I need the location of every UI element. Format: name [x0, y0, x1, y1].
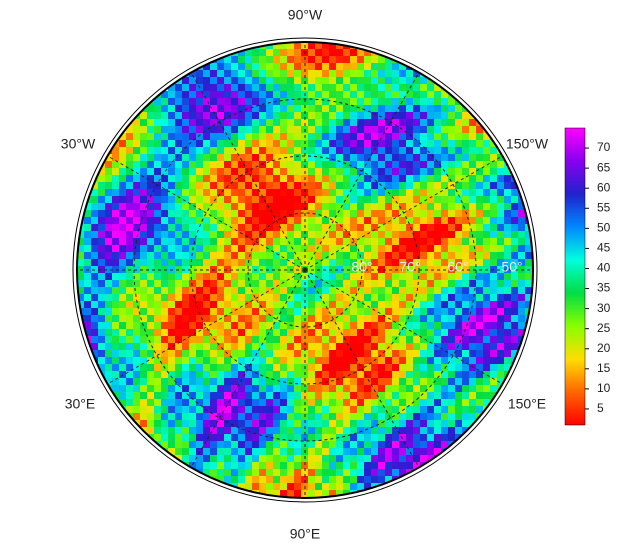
- map-border-outer: [72, 37, 538, 503]
- latitude-label: 70°: [399, 259, 420, 275]
- longitude-label: 30°E: [65, 396, 96, 412]
- meridian: [304, 269, 420, 468]
- colorbar-tick-label: 50: [597, 221, 611, 235]
- colorbar-tick-label: 35: [597, 281, 611, 295]
- longitude-label: 90°E: [290, 526, 321, 542]
- meridian: [304, 72, 420, 271]
- colorbar-tick-label: 45: [597, 241, 611, 255]
- colorbar-tick-label: 20: [597, 341, 611, 355]
- colorbar-tick-label: 15: [597, 361, 611, 375]
- colorbar-tick-label: 70: [597, 140, 611, 154]
- colorbar-tick-label: 5: [597, 401, 604, 415]
- colorbar-tick-label: 55: [597, 200, 611, 214]
- colorbar: [564, 127, 586, 426]
- meridian: [304, 269, 503, 385]
- meridian: [190, 269, 306, 468]
- meridian: [304, 155, 503, 271]
- longitude-label: 30°W: [61, 136, 96, 152]
- colorbar-tick-label: 60: [597, 180, 611, 194]
- graticule: [77, 42, 533, 498]
- meridian: [107, 155, 306, 271]
- latitude-label: 50°: [501, 259, 522, 275]
- meridian: [107, 269, 306, 385]
- meridian: [190, 72, 306, 271]
- longitude-label: 150°W: [506, 136, 549, 152]
- colorbar-tick-label: 40: [597, 261, 611, 275]
- map-border: [76, 41, 534, 499]
- longitude-label: 90°W: [288, 7, 323, 23]
- colorbar-tick-label: 25: [597, 321, 611, 335]
- longitude-label: 150°E: [508, 396, 546, 412]
- latitude-label: 80°: [351, 259, 372, 275]
- latitude-label: 60°: [447, 259, 468, 275]
- colorbar-tick-label: 65: [597, 160, 611, 174]
- colorbar-tick-label: 30: [597, 301, 611, 315]
- colorbar-tick-label: 10: [597, 381, 611, 395]
